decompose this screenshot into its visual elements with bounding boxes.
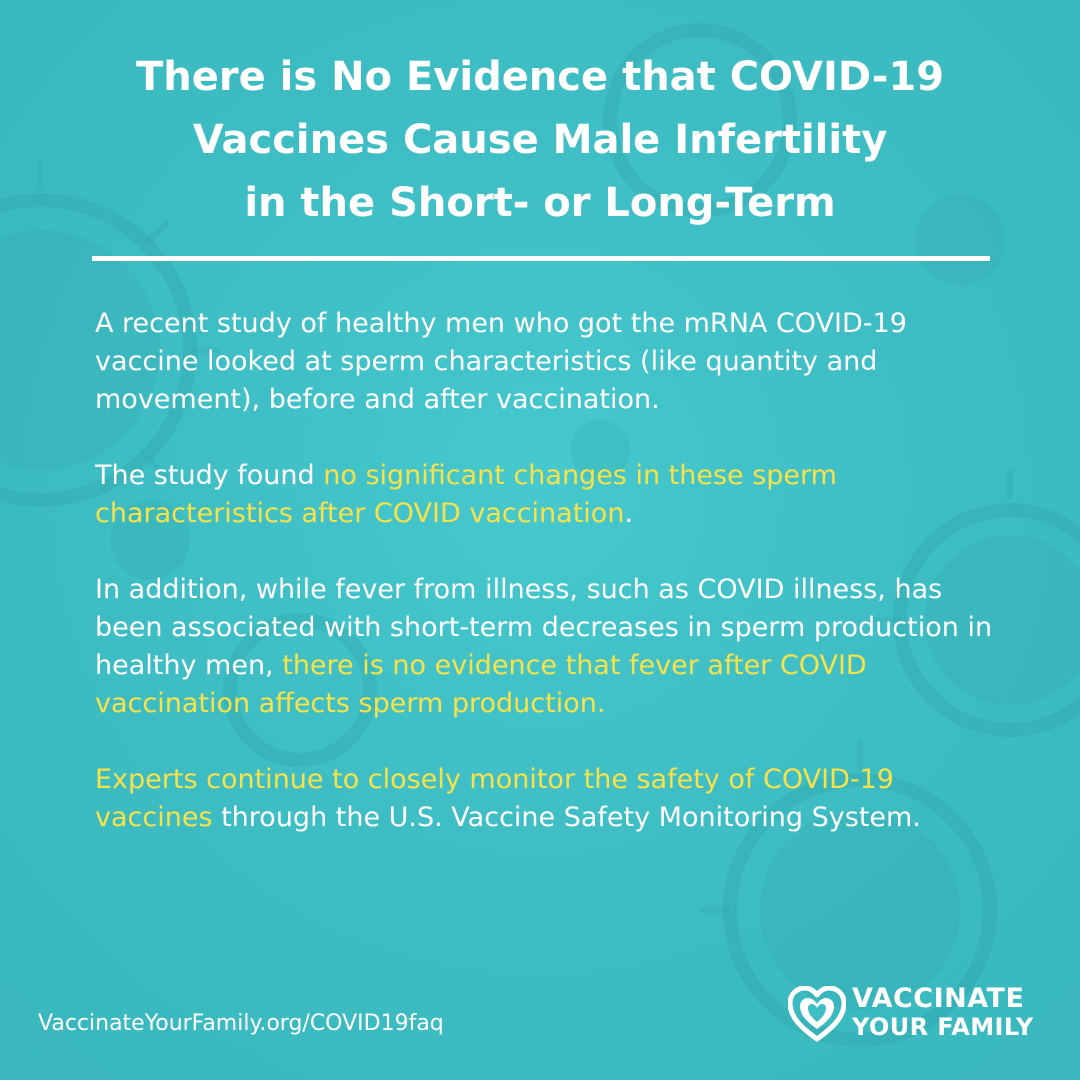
divider <box>92 256 990 261</box>
headline-line-1: There is No Evidence that COVID-19 <box>135 54 945 100</box>
headline: There is No Evidence that COVID-19 Vacci… <box>60 46 1020 235</box>
logo-line-2: YOUR FAMILY <box>852 1013 1034 1041</box>
monitoring-paragraph: Experts continue to closely monitor the … <box>95 761 995 837</box>
logo-wordmark: VACCINATE YOUR FAMILY <box>852 983 1034 1041</box>
study-paragraph: A recent study of healthy men who got th… <box>95 308 907 415</box>
fever-highlight-text: there is no evidence that fever after CO… <box>95 650 867 719</box>
headline-line-2: Vaccines Cause Male Infertility <box>192 117 888 163</box>
findings-paragraph: The study found no significant changes i… <box>95 457 995 533</box>
monitoring-tail-text: through the U.S. Vaccine Safety Monitori… <box>212 802 921 833</box>
fever-paragraph: In addition, while fever from illness, s… <box>95 571 995 723</box>
findings-highlight-text: no significant changes in these sperm ch… <box>95 460 837 529</box>
vaccinate-your-family-logo: VACCINATE YOUR FAMILY <box>788 984 1048 1044</box>
findings-tail-text: . <box>624 498 634 529</box>
heart-icon <box>788 986 846 1042</box>
findings-lead-text: The study found <box>95 460 324 491</box>
monitoring-highlight-text: Experts continue to closely monitor the … <box>95 764 894 833</box>
body-copy: A recent study of healthy men who got th… <box>95 305 995 837</box>
fever-lead-text: In addition, while fever from illness, s… <box>95 574 993 681</box>
website-url: VaccinateYourFamily.org/COVID19faq <box>38 1011 444 1036</box>
logo-line-1: VACCINATE <box>852 983 1025 1014</box>
headline-line-3: in the Short- or Long-Term <box>244 180 836 226</box>
